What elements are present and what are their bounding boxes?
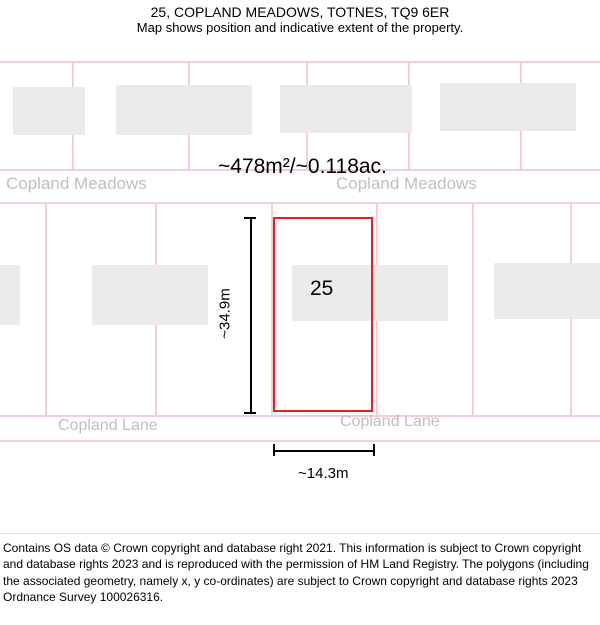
dimension-tick — [244, 412, 256, 414]
building-footprint — [13, 87, 85, 135]
building-footprint — [116, 85, 252, 135]
dimension-label: ~34.9m — [217, 288, 234, 338]
building-footprint — [0, 265, 20, 325]
page-title: 25, COPLAND MEADOWS, TOTNES, TQ9 6ER — [0, 4, 600, 20]
building-footprint — [92, 265, 208, 325]
dimension-tick — [244, 217, 256, 219]
road-edge — [0, 440, 600, 442]
dimension-tick — [273, 444, 275, 456]
copyright-footer: Contains OS data © Crown copyright and d… — [0, 533, 600, 625]
parcel-edge — [0, 61, 600, 63]
dimension-line — [250, 217, 252, 412]
header: 25, COPLAND MEADOWS, TOTNES, TQ9 6ER Map… — [0, 0, 600, 37]
parcel-boundary — [45, 202, 47, 415]
road-label: Copland Lane — [340, 413, 440, 431]
dimension-label: ~14.3m — [298, 465, 348, 482]
house-number: 25 — [310, 277, 333, 301]
road-label: Copland Meadows — [6, 174, 147, 194]
dimension-line — [273, 450, 373, 452]
building-footprint — [280, 85, 412, 133]
parcel-boundary — [472, 202, 474, 415]
road-edge — [0, 202, 600, 204]
dimension-tick — [373, 444, 375, 456]
page-subtitle: Map shows position and indicative extent… — [0, 20, 600, 35]
map-canvas: Copland MeadowsCopland MeadowsCopland La… — [0, 37, 600, 517]
area-measurement: ~478m²/~0.118ac. — [218, 155, 387, 179]
building-footprint — [440, 83, 576, 131]
building-footprint — [494, 263, 600, 319]
property-highlight — [273, 217, 373, 412]
road-label: Copland Lane — [58, 417, 158, 435]
